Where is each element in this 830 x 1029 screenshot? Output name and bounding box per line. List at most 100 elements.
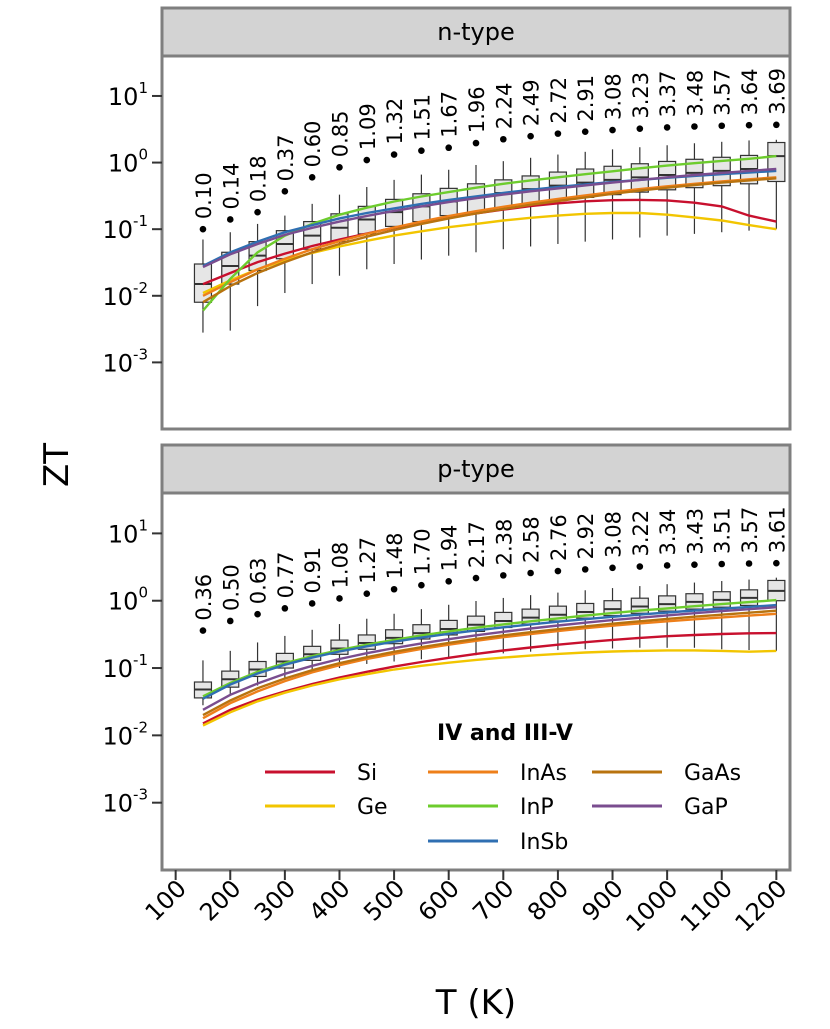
series-line-gaas-n [202,177,777,304]
max-label: 1.96 [465,86,489,133]
x-tick-label: 1200 [730,874,793,937]
legend-item-inp: InP [428,795,554,820]
max-point [691,123,698,130]
max-point [390,585,398,593]
legend-label: InP [520,795,554,820]
max-point [745,560,753,567]
y-axis-n-type: 101 100 10-1 10-2 10-3 [102,79,162,377]
max-point [609,126,616,134]
max-point [281,605,289,612]
y-axis-p-type: 101 100 10-1 10-2 10-3 [102,516,162,818]
max-point [308,174,316,181]
box-p-1200 [767,577,786,651]
max-label: 2.91 [574,75,598,122]
legend-item-ge: Ge [265,795,388,820]
y-tick-label: 100 [108,584,148,616]
legend-label: GaP [684,795,728,820]
facet-label-p-type: p-type [437,455,515,483]
legend: IV and III-V Si Ge InAs InP InSb GaAs GaP [265,721,741,855]
series-line-gap-p [202,606,777,711]
max-point [199,627,207,634]
y-tick-label: 10-1 [102,212,148,244]
max-point [636,563,644,570]
y-tick-label: 10-3 [102,345,148,377]
max-label: 3.22 [629,510,653,557]
max-point [445,578,452,585]
box-n-1100 [712,141,731,233]
max-label: 3.51 [711,507,735,554]
series-line-inas-n [202,176,777,297]
max-label: 0.60 [301,121,325,168]
x-tick-label: 400 [304,874,356,926]
max-label: 0.77 [274,552,298,599]
x-tick-label: 300 [249,874,301,926]
max-point [199,225,207,233]
legend-item-inas: InAs [428,761,567,786]
box-p-1100 [712,581,731,650]
max-label: 3.08 [602,511,626,558]
legend-label: Ge [357,795,388,820]
max-label: 1.08 [328,542,352,589]
max-point [226,617,234,625]
max-label: 2.58 [520,516,544,563]
x-tick-label: 500 [358,874,410,926]
x-tick-label: 200 [194,874,246,926]
max-point [390,151,398,158]
max-point [773,559,780,567]
max-point [472,139,480,147]
legend-label: GaAs [684,761,741,786]
max-label: 3.37 [656,71,680,118]
facet-label-n-type: n-type [437,18,514,46]
series-line-insb-p [202,603,777,700]
y-tick-label: 10-2 [102,718,148,750]
max-point [336,163,343,171]
max-point [745,121,753,129]
max-label: 3.43 [683,508,707,555]
plot-area-n-type: 0.10 0.14 0.18 0.37 0.60 0.85 1.09 1.32 1.51 1.67… [192,68,789,333]
max-point [254,610,261,618]
max-label: 1.70 [410,528,434,575]
max-label: 2.92 [574,513,598,560]
max-label: 3.61 [765,506,789,553]
legend-label: Si [357,761,377,786]
max-point [363,590,371,598]
x-tick-label: 1000 [620,874,683,937]
max-label: 3.34 [656,509,680,556]
x-tick-label: 600 [413,874,465,926]
series-line-gaas-p [202,609,777,717]
max-label: 1.67 [438,91,462,138]
max-label: 2.76 [547,514,571,561]
y-tick-label: 100 [108,146,148,178]
series-line-inp-p [202,598,777,698]
max-label: 2.49 [520,79,544,126]
max-label: 1.51 [410,94,434,141]
max-label: 2.72 [547,77,571,124]
box-n-1050 [685,143,704,234]
max-point [609,564,616,572]
box-body [767,141,786,183]
max-label: 1.27 [356,537,380,584]
max-point [500,572,507,579]
max-point [581,128,589,135]
max-point [226,216,234,223]
max-label: 0.14 [219,163,243,210]
legend-item-si: Si [265,761,377,786]
max-label: 1.09 [356,103,380,150]
max-label: 0.50 [219,564,243,611]
y-axis-title: ZT [37,443,77,487]
box-n-1000 [658,145,677,236]
max-point [554,567,562,575]
max-point [500,135,507,143]
max-point [718,560,726,568]
max-point [636,125,644,132]
max-point [308,600,316,607]
max-label: 1.32 [383,98,407,145]
max-label: 0.10 [192,172,216,219]
y-tick-label: 101 [108,516,148,548]
max-point [472,574,480,582]
facet-strip-n-type [160,6,792,58]
max-label: 1.48 [383,532,407,579]
max-point [663,124,671,131]
max-point [773,121,780,129]
